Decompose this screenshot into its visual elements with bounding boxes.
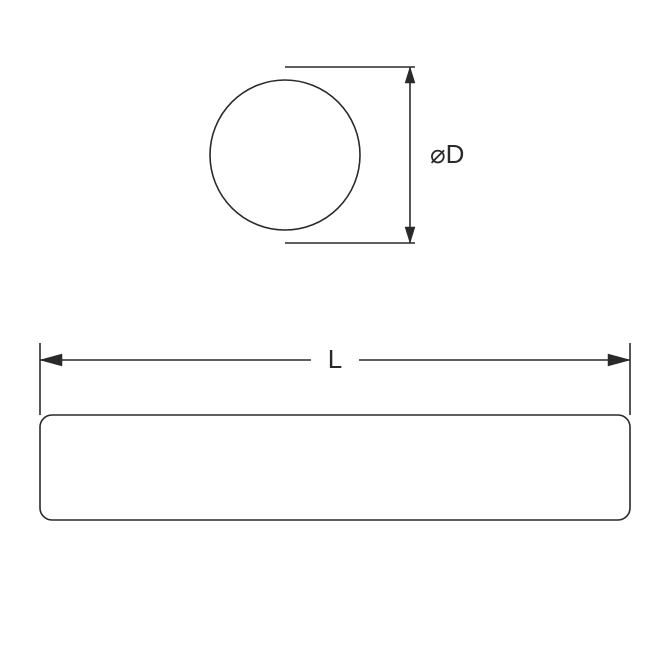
technical-drawing: ⌀D L — [0, 0, 670, 670]
rod-side-view — [40, 415, 630, 520]
circle-top-view — [210, 80, 360, 230]
diameter-label: ⌀D — [430, 139, 464, 169]
length-label: L — [328, 344, 342, 374]
